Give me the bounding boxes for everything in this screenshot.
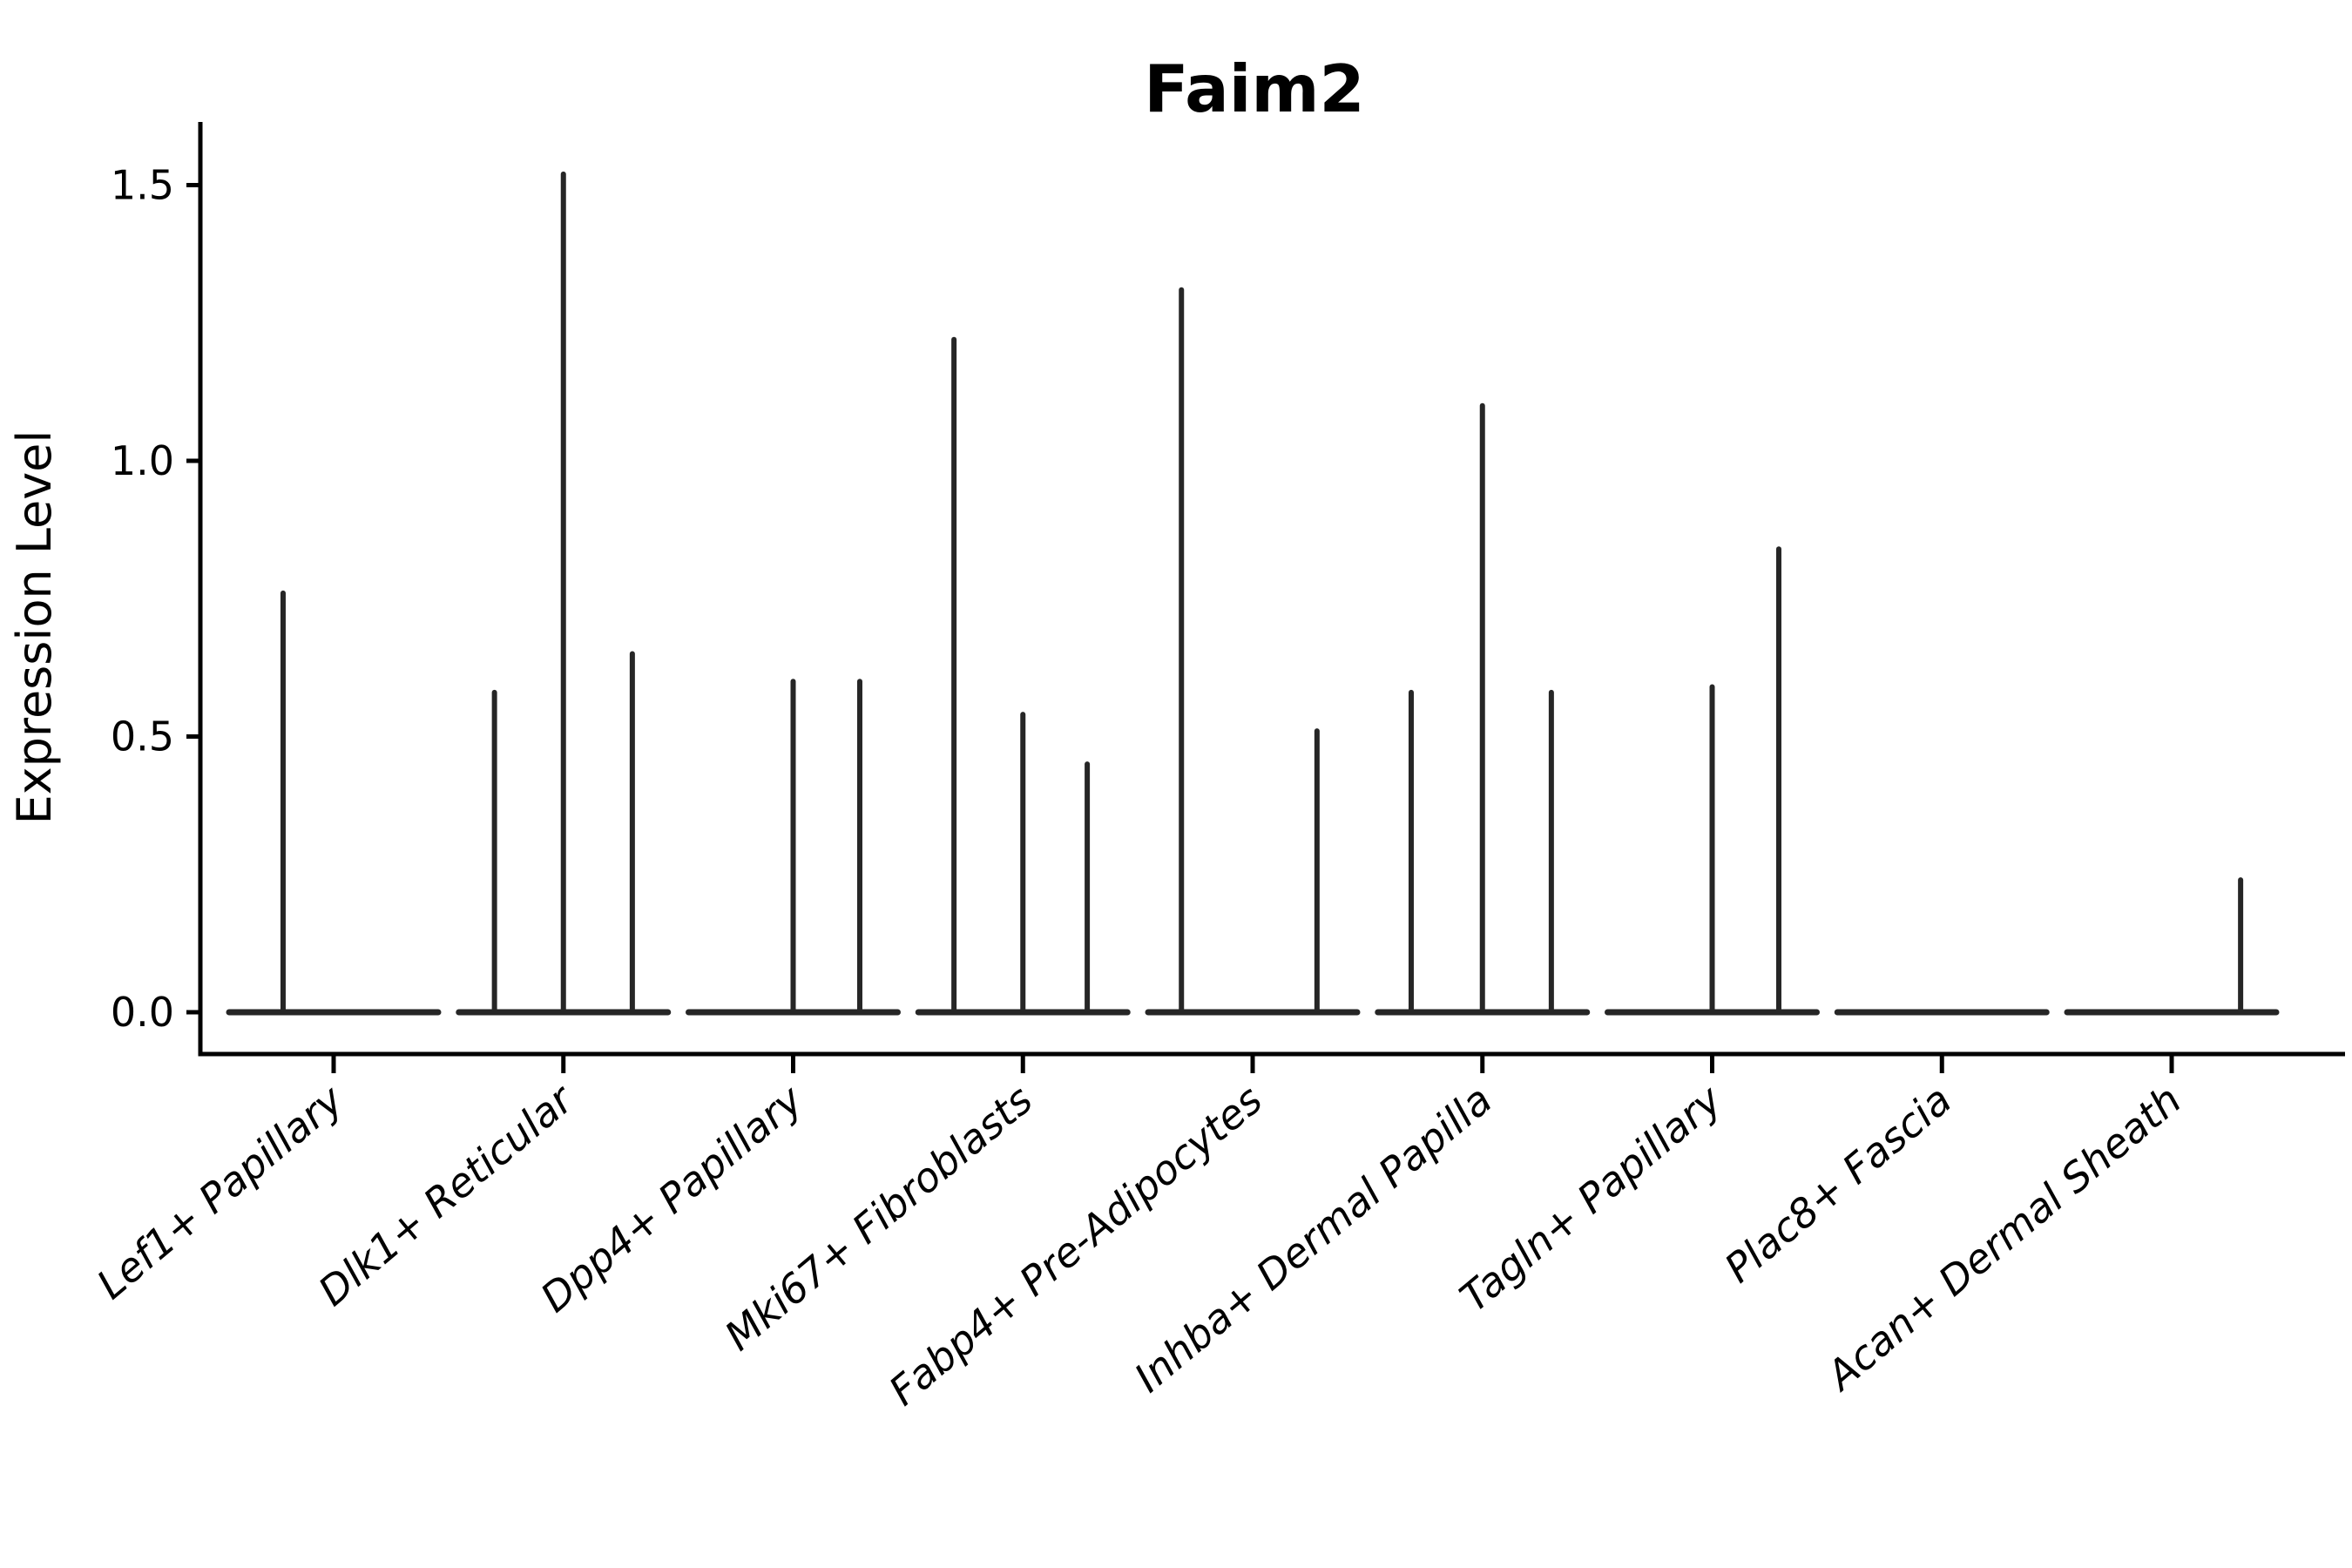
y-tick-label: 1.0 [111, 437, 174, 484]
x-tick-label: Plac8+ Fascia [1715, 1076, 1960, 1292]
y-tick-label: 1.5 [111, 162, 174, 209]
y-axis-title: Expression Level [7, 430, 62, 825]
y-tick-label: 0.5 [111, 713, 174, 760]
x-tick-label: Fabp4+ Pre-Adipocytes [880, 1076, 1271, 1415]
x-tick-label: Lef1+ Papillary [88, 1076, 353, 1308]
chart-title: Faim2 [1144, 51, 1365, 127]
y-tick-label: 0.0 [111, 989, 174, 1036]
